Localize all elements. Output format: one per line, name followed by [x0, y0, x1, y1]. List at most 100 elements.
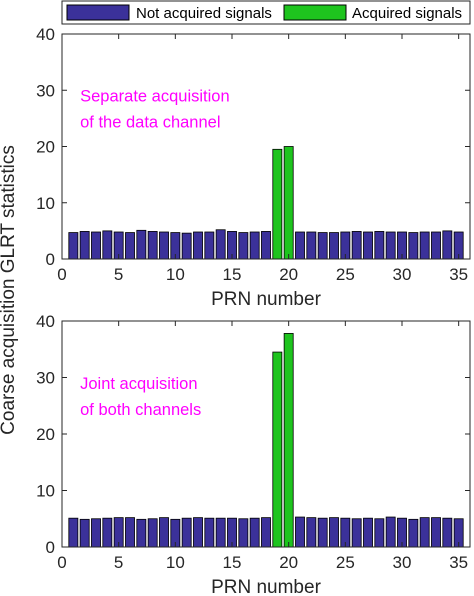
bottom-y-tick-label: 30	[36, 369, 55, 388]
bottom-bar-prn-12	[193, 517, 203, 548]
legend: Not acquired signals Acquired signals	[61, 0, 471, 25]
top-y-tick-label: 10	[36, 194, 55, 213]
legend-swatch-not-acquired	[66, 4, 130, 21]
bottom-bar-prn-22	[306, 517, 317, 548]
top-bar-prn-31	[408, 232, 419, 260]
bottom-x-tick-label: 35	[449, 553, 468, 572]
bottom-bar-prn-23	[317, 517, 328, 548]
bottom-y-tick-label: 0	[46, 538, 55, 557]
bottom-bar-prn-11	[181, 517, 192, 548]
top-bar-prn-29	[385, 231, 396, 260]
bottom-bar-prn-7	[136, 518, 147, 548]
top-bar-prn-13	[204, 231, 215, 260]
bottom-bar-prn-19-acquired	[272, 351, 283, 548]
bottom-x-tick-label: 10	[166, 553, 185, 572]
top-chart-panel: 0 5 10 15 20 25 30 35 0 10 20 30 40 Separate acquis…	[36, 25, 471, 310]
top-bar-prn-23	[317, 232, 328, 260]
top-bar-prn-3	[91, 231, 101, 260]
top-y-tick-label: 20	[36, 138, 55, 157]
top-bar-prn-6	[125, 232, 135, 260]
top-bar-prn-28	[374, 231, 385, 260]
top-bar-prn-1	[68, 232, 79, 260]
bottom-annotation-line-1: Joint acquisition	[80, 375, 197, 393]
top-bar-prn-18	[261, 231, 271, 260]
bottom-x-tick-label: 0	[57, 553, 66, 572]
top-x-tick-label: 10	[166, 265, 185, 284]
bottom-bar-prn-21	[295, 516, 305, 548]
bottom-bar-prn-2	[79, 518, 90, 548]
top-bar-prn-7	[136, 229, 147, 260]
top-x-tick-label: 0	[57, 265, 66, 284]
bottom-y-tick-label: 10	[36, 482, 55, 501]
bottom-x-axis-label: PRN number	[211, 577, 321, 596]
top-plot-frame	[61, 33, 471, 260]
bottom-y-tick-label: 20	[36, 425, 55, 444]
top-bar-prn-22	[306, 231, 317, 260]
bottom-bar-prn-29	[385, 516, 396, 548]
bottom-x-tick-label: 20	[279, 553, 298, 572]
bottom-bar-prn-16	[238, 518, 249, 548]
bottom-bar-prn-8	[147, 518, 158, 548]
bottom-chart-panel: 0 5 10 15 20 25 30 35 0 10 20 30 40 Joint acquisiti…	[36, 312, 471, 596]
top-bar-prn-33	[431, 231, 441, 260]
top-bar-prn-21	[295, 231, 305, 260]
top-bar-prn-32	[419, 231, 430, 260]
bottom-plot-frame	[61, 320, 471, 548]
bottom-bar-prn-9	[159, 517, 169, 548]
bottom-bar-prn-1	[68, 517, 79, 548]
top-x-tick-label: 30	[393, 265, 412, 284]
bottom-bar-prn-18	[261, 517, 271, 548]
bottom-y-ticks: 0 10 20 30 40	[36, 312, 470, 557]
top-x-tick-label: 25	[336, 265, 355, 284]
legend-label-acquired: Acquired signals	[352, 5, 462, 22]
bottom-y-tick-label: 40	[36, 312, 55, 331]
bottom-bar-prn-31	[408, 518, 419, 548]
bottom-x-ticks: 0 5 10 15 20 25 30 35	[57, 321, 468, 572]
top-y-ticks: 0 10 20 30 40	[36, 25, 470, 269]
top-bar-prn-8	[147, 231, 158, 260]
top-y-tick-label: 40	[36, 25, 55, 44]
top-x-tick-label: 15	[223, 265, 242, 284]
top-bar-prn-12	[193, 231, 203, 260]
top-x-tick-label: 20	[279, 265, 298, 284]
bottom-bar-prn-6	[125, 517, 135, 548]
top-annotation-line-2: of the data channel	[80, 113, 220, 131]
top-bar-prn-2	[79, 231, 90, 260]
top-bar-prn-14	[215, 229, 226, 260]
top-annotation-line-1: Separate acquisition	[80, 88, 230, 106]
bottom-bar-prn-13	[204, 517, 215, 548]
top-bar-prn-11	[181, 232, 192, 260]
top-bar-prn-34	[442, 230, 453, 260]
bottom-bar-prn-4	[102, 517, 113, 548]
bottom-bar-prn-28	[374, 518, 385, 548]
bottom-x-tick-label: 30	[393, 553, 412, 572]
top-x-ticks: 0 5 10 15 20 25 30 35	[57, 34, 468, 284]
top-x-tick-label: 35	[449, 265, 468, 284]
bottom-bar-prn-32	[419, 517, 430, 548]
bottom-bars	[68, 333, 464, 548]
bottom-bar-prn-27	[363, 517, 373, 548]
top-bar-prn-27	[363, 231, 373, 260]
top-x-axis-label: PRN number	[211, 289, 321, 310]
bottom-bar-prn-3	[91, 518, 101, 548]
legend-swatch-acquired	[283, 4, 347, 21]
top-y-tick-label: 0	[46, 250, 55, 269]
top-x-tick-label: 5	[114, 265, 123, 284]
bottom-bar-prn-34	[442, 517, 453, 548]
bottom-bar-prn-17	[249, 517, 260, 548]
bottom-annotation-line-2: of both channels	[80, 401, 201, 419]
y-axis-label: Coarse acquisition GLRT statistics	[0, 145, 19, 435]
bottom-bar-prn-20-acquired	[283, 333, 294, 548]
top-bars	[68, 146, 464, 260]
bottom-x-tick-label: 25	[336, 553, 355, 572]
bottom-bar-prn-33	[431, 517, 441, 548]
top-y-tick-label: 30	[36, 81, 55, 100]
top-bar-prn-16	[238, 232, 249, 260]
legend-label-not-acquired: Not acquired signals	[136, 5, 272, 22]
bottom-bar-prn-14	[215, 517, 226, 548]
top-bar-prn-19-acquired	[272, 148, 283, 260]
bottom-x-tick-label: 5	[114, 553, 123, 572]
bottom-bar-prn-24	[329, 517, 339, 548]
legend-box	[61, 0, 471, 25]
